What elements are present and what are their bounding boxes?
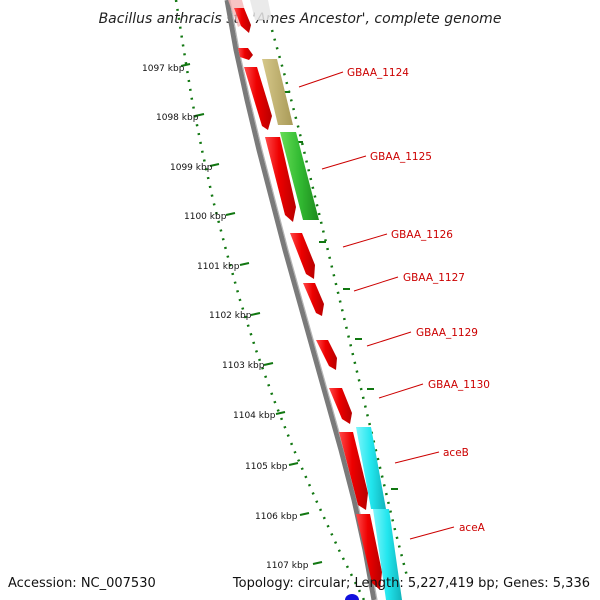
gene-feature-gbaa-1125[interactable]: [280, 132, 319, 220]
callout-line: [298, 71, 344, 88]
outer-ruler-track: [270, 29, 410, 581]
gene-arrow[interactable]: [356, 514, 382, 590]
gene-arrow[interactable]: [238, 48, 253, 60]
gene-label-aceb[interactable]: aceB: [443, 447, 469, 459]
kbp-label: 1101 kbp: [197, 262, 240, 272]
kbp-label: 1100 kbp: [184, 212, 227, 222]
kbp-label: 1098 kbp: [156, 113, 199, 123]
gene-arrow[interactable]: [339, 432, 368, 510]
ruler-tick: [209, 163, 220, 167]
gene-label-gbaa-1126[interactable]: GBAA_1126: [391, 229, 453, 241]
callout-line: [342, 233, 388, 248]
gene-label-gbaa-1124[interactable]: GBAA_1124: [347, 67, 409, 79]
ruler-tick: [275, 411, 286, 415]
gene-feature-gbaa-1124[interactable]: [262, 59, 293, 125]
ruler-ticks: [180, 63, 323, 565]
gene-arrow[interactable]: [303, 283, 324, 316]
ruler-tick: [299, 512, 310, 516]
gene-feature-aceb[interactable]: [356, 427, 386, 509]
ruler-tick: [263, 362, 274, 366]
gene-arrow[interactable]: [316, 340, 337, 370]
gene-label-gbaa-1127[interactable]: GBAA_1127: [403, 272, 465, 284]
callout-line: [321, 155, 367, 170]
topology-text: Topology: circular; Length: 5,227,419 bp…: [232, 576, 590, 591]
genome-backbone: [224, 0, 377, 600]
kbp-label: 1106 kbp: [255, 512, 298, 522]
callout-line: [394, 451, 440, 464]
callout-line: [366, 331, 412, 347]
gene-label-acea[interactable]: aceA: [459, 522, 486, 534]
gene-label-gbaa-1130[interactable]: GBAA_1130: [428, 379, 490, 391]
gene-feature-faded[interactable]: [250, 0, 272, 20]
kbp-label: 1097 kbp: [142, 64, 185, 74]
gene-arrow[interactable]: [290, 233, 315, 279]
ruler-tick: [225, 212, 236, 216]
ruler-tick: [239, 262, 250, 266]
ruler-tick: [180, 63, 191, 67]
kbp-label: 1105 kbp: [245, 462, 288, 472]
ruler-tick: [194, 113, 205, 117]
gene-label-gbaa-1129[interactable]: GBAA_1129: [416, 327, 478, 339]
kbp-label: 1107 kbp: [266, 561, 309, 571]
gene-arrow[interactable]: [234, 8, 251, 33]
callout-line: [409, 526, 455, 540]
ruler-tick: [250, 312, 261, 316]
gene-label-gbaa-1125[interactable]: GBAA_1125: [370, 151, 432, 163]
gene-labels: GBAA_1124 GBAA_1125 GBAA_1126 GBAA_1127 …: [347, 67, 490, 534]
accession-text: Accession: NC_007530: [8, 576, 156, 591]
callout-lines: [298, 71, 455, 540]
kbp-label: 1102 kbp: [209, 311, 252, 321]
inner-ruler-track: [174, 0, 366, 600]
map-title: Bacillus anthracis str. 'Ames Ancestor',…: [99, 11, 502, 27]
region-marker[interactable]: [345, 594, 359, 600]
ruler-tick: [312, 561, 323, 565]
kbp-label: 1103 kbp: [222, 361, 265, 371]
gene-arrow[interactable]: [329, 388, 352, 424]
kbp-label: 1099 kbp: [170, 163, 213, 173]
callout-line: [378, 383, 424, 399]
callout-line: [353, 276, 399, 292]
ruler-labels: 1097 kbp 1098 kbp 1099 kbp 1100 kbp 1101…: [142, 64, 309, 571]
gene-feature-acea[interactable]: [373, 509, 402, 600]
gene-arrow[interactable]: [265, 137, 296, 222]
kbp-label: 1104 kbp: [233, 411, 276, 421]
ruler-tick: [288, 462, 299, 466]
gene-arrow[interactable]: [244, 67, 272, 130]
